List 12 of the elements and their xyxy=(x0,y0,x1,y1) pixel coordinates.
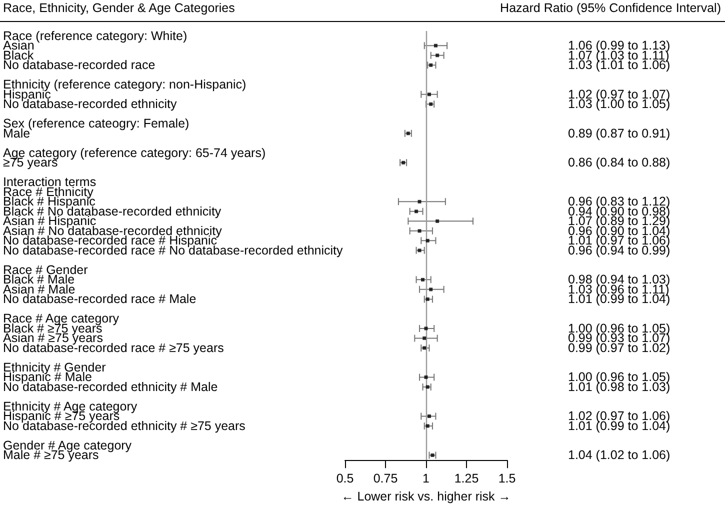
data-label: 1.04 (1.02 to 1.06) xyxy=(568,448,670,462)
text: Race, Ethnicity, Gender & Age Categories xyxy=(3,1,235,15)
x-tick-label: 0.5 xyxy=(336,472,354,486)
x-tick-label: 0.75 xyxy=(373,472,398,486)
y-tick-label: Ethnicity (reference category: non-Hispanic) xyxy=(3,78,246,92)
x-tick-label: 1.5 xyxy=(498,472,516,486)
data-label: 0.86 (0.84 to 0.88) xyxy=(568,156,670,170)
x-tick-label: 1 xyxy=(422,472,430,486)
data-label: 0.89 (0.87 to 0.91) xyxy=(568,126,670,140)
text: Hazard Ratio (95% Confidence Interval) xyxy=(500,1,721,15)
x-tick-label: 1.25 xyxy=(454,472,479,486)
x-axis-title: ← Lower risk vs. higher risk → xyxy=(341,490,511,504)
